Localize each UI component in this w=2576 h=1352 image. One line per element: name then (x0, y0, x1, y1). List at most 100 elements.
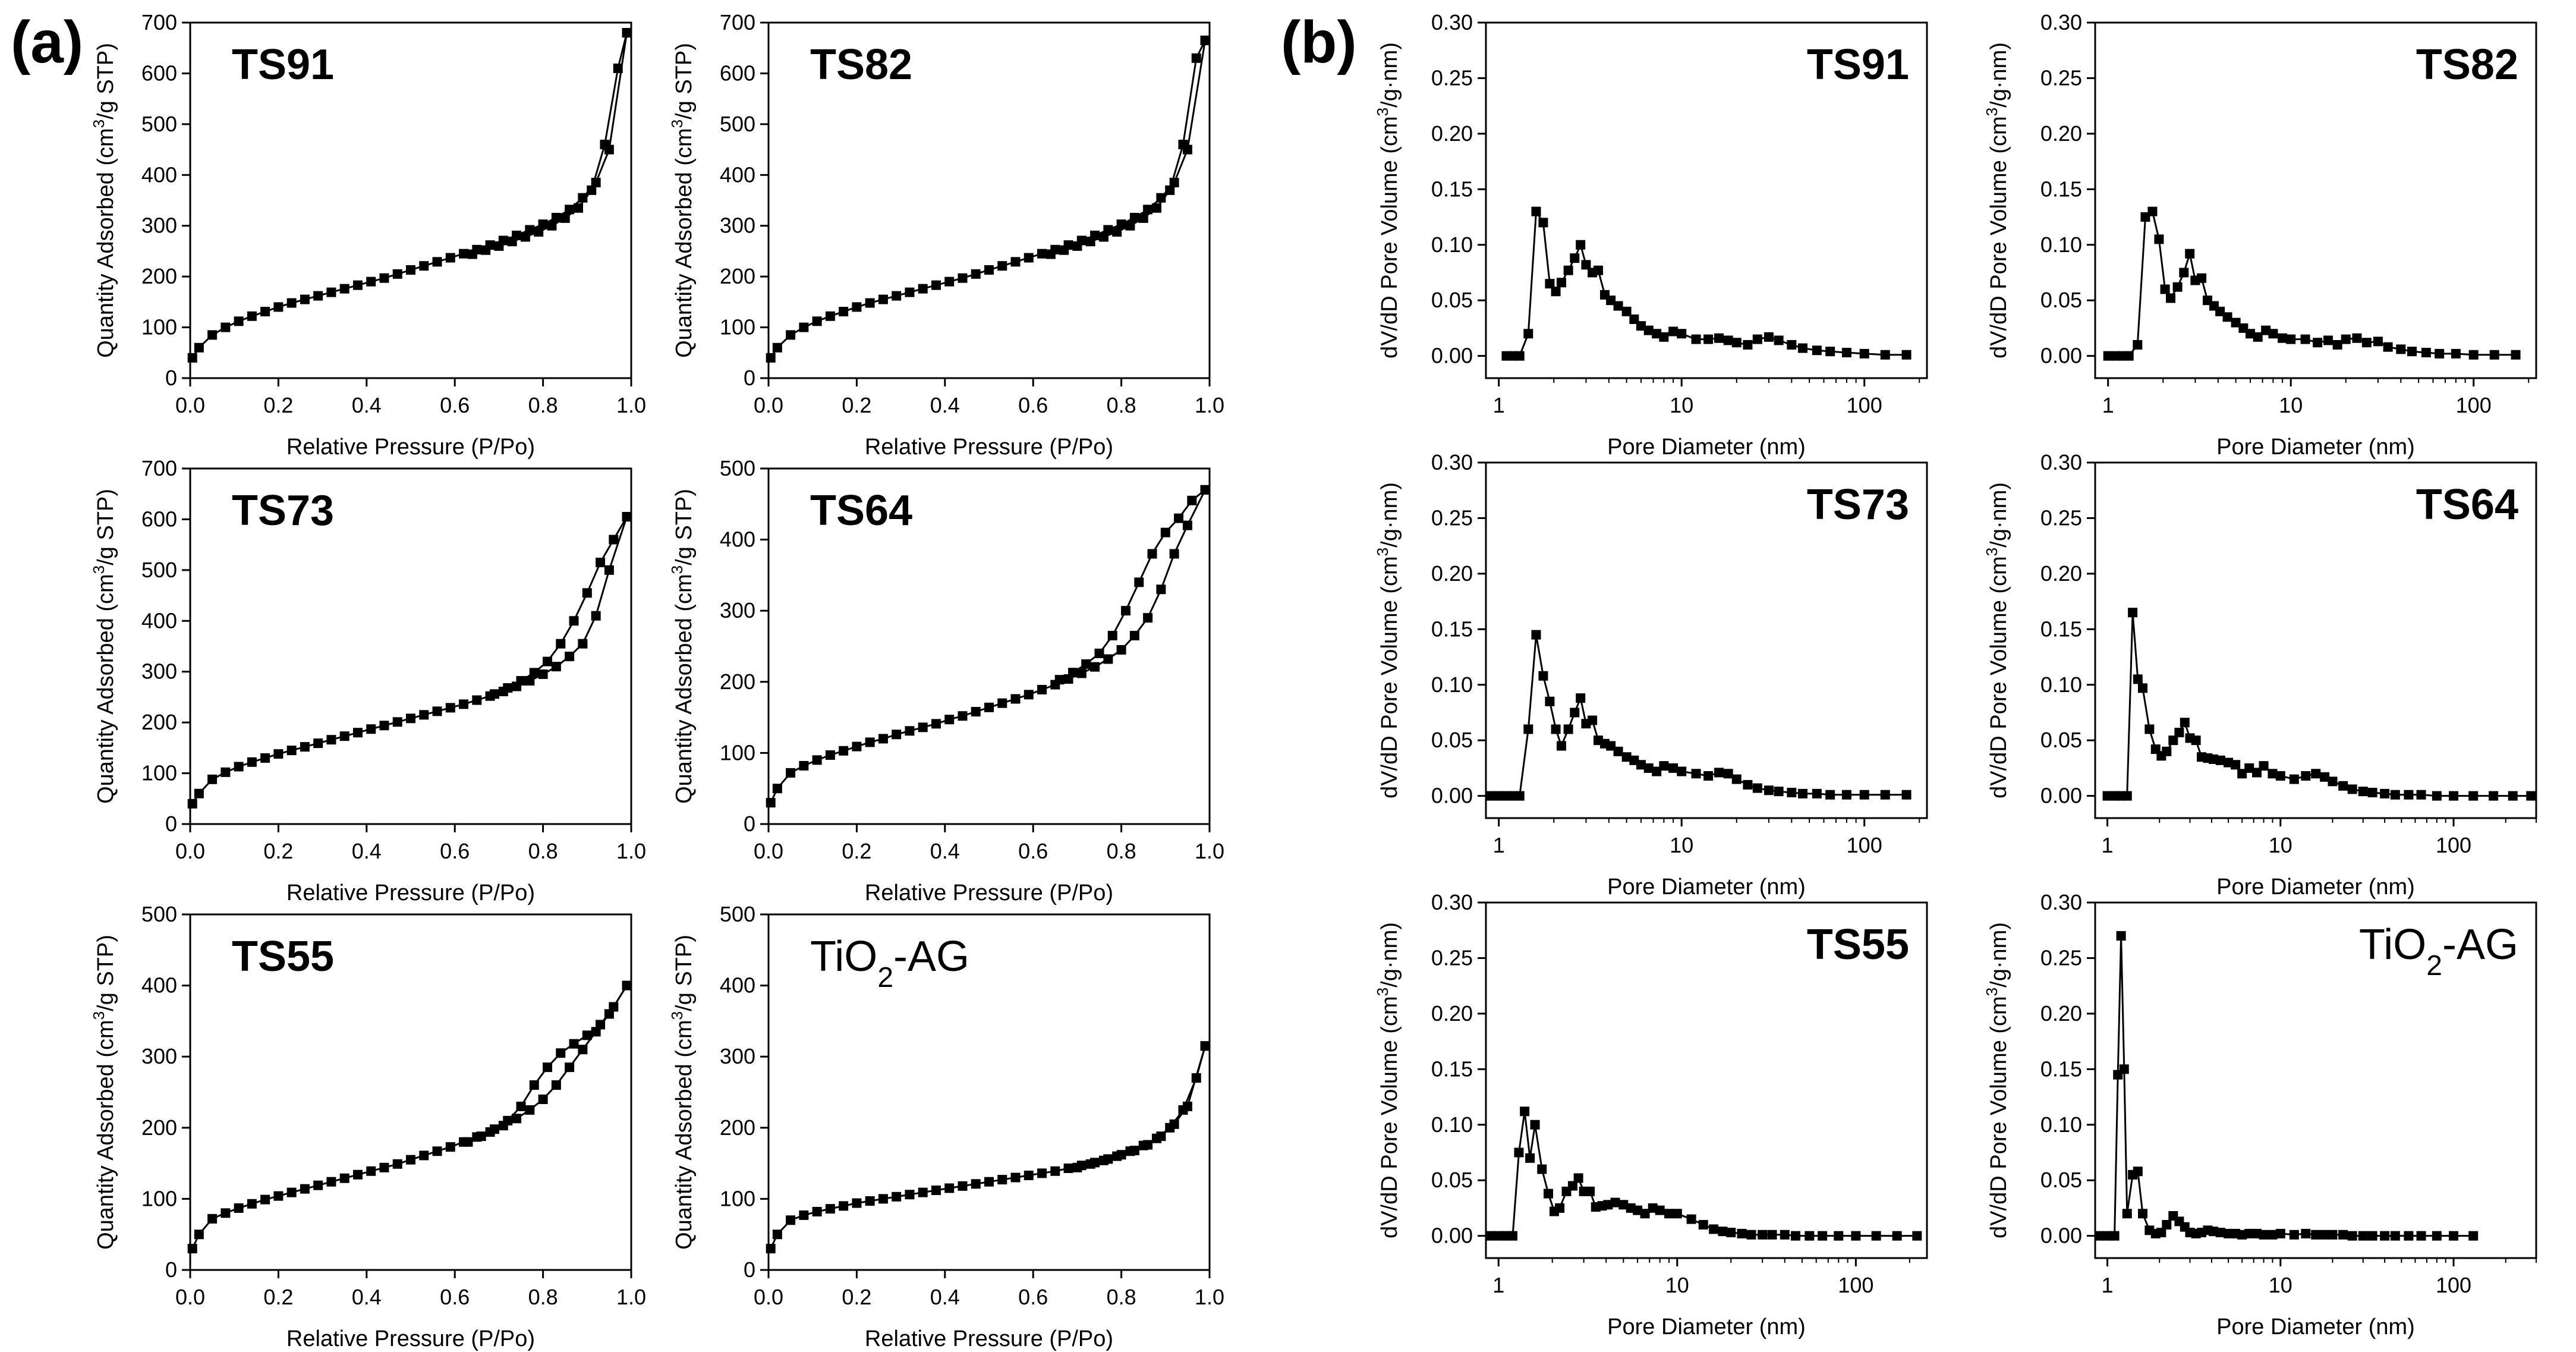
data-point (2449, 791, 2459, 801)
data-point (944, 715, 955, 725)
data-point (1714, 333, 1724, 343)
chart-title: TS64 (2416, 481, 2518, 529)
data-point (1672, 1209, 1682, 1219)
data-point (221, 322, 231, 332)
data-point (1156, 584, 1166, 595)
data-point (2268, 1230, 2278, 1240)
data-point (878, 734, 888, 744)
data-point (825, 1204, 835, 1214)
data-point (313, 1180, 323, 1190)
data-point (392, 717, 402, 727)
data-point (839, 746, 849, 756)
data-point (525, 676, 535, 686)
data-point (1556, 278, 1566, 288)
data-point (1116, 219, 1126, 229)
data-point (1834, 1231, 1844, 1241)
data-point (786, 1215, 796, 1225)
data-point (1514, 351, 1525, 361)
data-point (1652, 329, 1662, 339)
x-tick-label: 1 (2102, 393, 2114, 417)
data-point (1545, 279, 1555, 289)
data-point (2259, 1230, 2269, 1240)
data-point (1551, 724, 1561, 734)
data-point (2511, 350, 2521, 360)
data-point (931, 280, 941, 290)
data-point (352, 280, 363, 290)
data-point (1703, 771, 1714, 781)
y-tick-label: 0.00 (2040, 1224, 2082, 1248)
data-point (286, 746, 297, 756)
y-axis-title: Quantity Adsorbed (cm3/g STP) (90, 935, 118, 1250)
x-tick-label: 10 (1670, 393, 1693, 417)
y-tick-label: 0.25 (2040, 65, 2082, 90)
data-point (971, 707, 981, 717)
x-axis-title: Relative Pressure (P/Po) (865, 1326, 1113, 1351)
y-tick-label: 700 (720, 10, 755, 34)
data-point (772, 342, 782, 353)
data-point (1791, 1231, 1801, 1241)
data-point (273, 749, 284, 759)
data-point (587, 185, 597, 195)
y-tick-label: 300 (141, 213, 177, 238)
data-point (2231, 760, 2241, 770)
chart-title: TS73 (232, 487, 334, 534)
data-point (2095, 1231, 2105, 1241)
y-tick-label: 0.05 (2040, 1168, 2082, 1192)
data-point (1121, 606, 1131, 616)
y-tick-label: 0.05 (2040, 728, 2082, 752)
plot-frame (189, 467, 632, 825)
y-tick-label: 500 (141, 902, 177, 926)
data-point (2197, 273, 2207, 283)
data-point (786, 330, 796, 340)
data-point (2301, 1228, 2311, 1238)
data-point (1664, 1209, 1674, 1219)
x-tick-label: 0.6 (440, 839, 470, 863)
data-point (2328, 1230, 2338, 1240)
data-point (1812, 345, 1822, 356)
x-tick-label: 0.0 (754, 1285, 783, 1309)
data-point (326, 735, 336, 745)
data-point (2367, 788, 2377, 798)
x-tick-label: 0.2 (263, 839, 293, 863)
data-point (971, 1179, 981, 1189)
y-tick-label: 0 (165, 366, 177, 390)
data-point (2390, 1231, 2400, 1241)
x-tick-label: 100 (2456, 393, 2492, 417)
chart-title: TS82 (810, 41, 912, 89)
data-point (1691, 334, 1701, 344)
data-point (1514, 1147, 1524, 1158)
data-point (931, 1186, 941, 1196)
data-point (2468, 350, 2479, 360)
data-point (2191, 735, 2201, 746)
data-point (1094, 648, 1104, 658)
data-point (1585, 1186, 1595, 1196)
data-point (1787, 788, 1797, 798)
y-axis-title: dV/dD Pore Volume (cm3/g·nm) (1983, 42, 2011, 359)
data-point (516, 676, 526, 686)
data-point (878, 1194, 888, 1204)
data-point (1570, 253, 1580, 263)
data-point (1037, 249, 1047, 259)
data-point (1165, 185, 1175, 195)
y-tick-label: 500 (141, 558, 177, 582)
y-tick-label: 0.20 (2040, 1001, 2082, 1026)
data-point (918, 722, 928, 732)
x-tick-label: 0.2 (263, 1285, 293, 1309)
data-point (2407, 347, 2417, 357)
data-point (1530, 1120, 1540, 1130)
data-point (1555, 1203, 1565, 1213)
data-point (260, 307, 270, 317)
data-point (339, 731, 349, 741)
data-point (1743, 779, 1753, 790)
data-point (578, 1045, 588, 1055)
chart-title: TS91 (1807, 41, 1909, 89)
y-tick-label: 0.10 (2040, 232, 2082, 257)
y-tick-label: 600 (141, 61, 177, 85)
data-point (772, 784, 782, 794)
chart-b-TS55: 1 10 100 0.00 0.05 0.10 0.15 0.20 0.25 0.30 Pore D… (1374, 890, 1928, 1340)
data-point (547, 221, 557, 231)
data-point (234, 316, 244, 326)
y-tick-label: 400 (141, 973, 177, 998)
data-point (1731, 774, 1742, 784)
series-line-PSD (1490, 1111, 1917, 1237)
